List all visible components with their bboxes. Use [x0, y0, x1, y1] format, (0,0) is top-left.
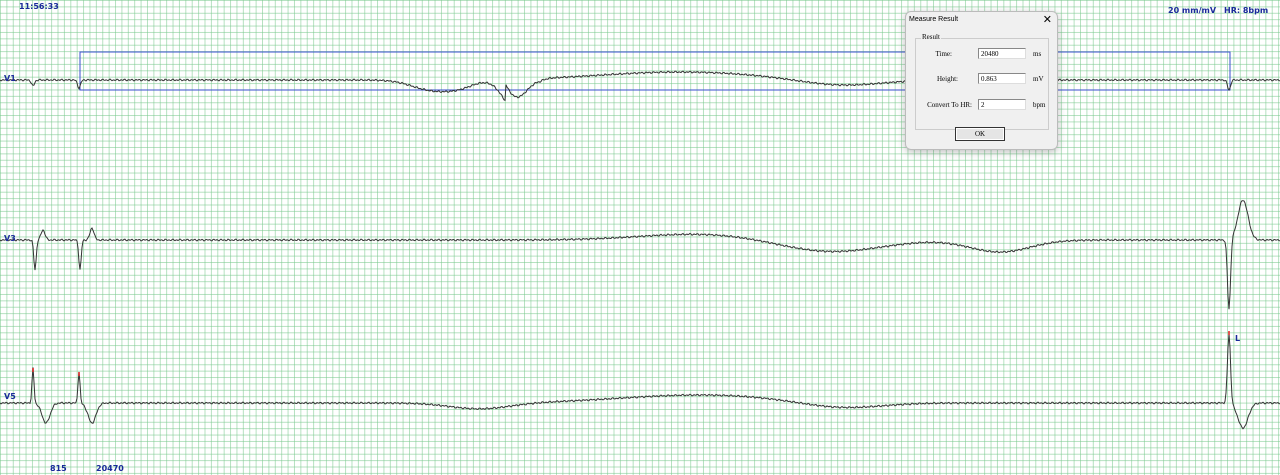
convert-hr-field[interactable]: 2 [978, 99, 1026, 110]
measure-selection-box[interactable] [79, 51, 1231, 91]
dialog-title: Measure Result [909, 16, 959, 23]
result-group: Result Time: 20480 ms Height: 0.863 mV C… [915, 33, 1049, 130]
time-unit: ms [1033, 50, 1042, 58]
recording-time: 11:56:33 [19, 2, 59, 11]
heart-rate: HR: 8bpm [1224, 6, 1269, 15]
height-unit: mV [1033, 75, 1044, 83]
lead-v5-trace [0, 333, 1280, 430]
lead-label-v1: V1 [4, 74, 16, 83]
time-field[interactable]: 20480 [978, 48, 1026, 59]
marker-label: L [1235, 334, 1241, 343]
lead-v1-trace [0, 70, 1280, 102]
lead-v3-trace [0, 200, 1280, 310]
gain-scale: 20 mm/mV [1168, 6, 1217, 15]
lead-label-v3: V3 [4, 234, 16, 243]
lead-label-v5: V5 [4, 392, 16, 401]
close-icon[interactable]: ✕ [1042, 13, 1052, 26]
height-label: Height: [937, 75, 958, 83]
convert-hr-label: Convert To HR: [927, 101, 972, 109]
footer-left-value: 815 [50, 464, 67, 473]
height-field[interactable]: 0.863 [978, 73, 1026, 84]
measure-result-dialog: Measure Result ✕ Result Time: 20480 ms H… [905, 11, 1058, 150]
ok-button[interactable]: OK [955, 127, 1005, 141]
convert-hr-unit: bpm [1033, 101, 1046, 109]
time-label: Time: [935, 50, 952, 58]
group-label: Result [921, 33, 941, 41]
footer-right-value: 20470 [96, 464, 124, 473]
